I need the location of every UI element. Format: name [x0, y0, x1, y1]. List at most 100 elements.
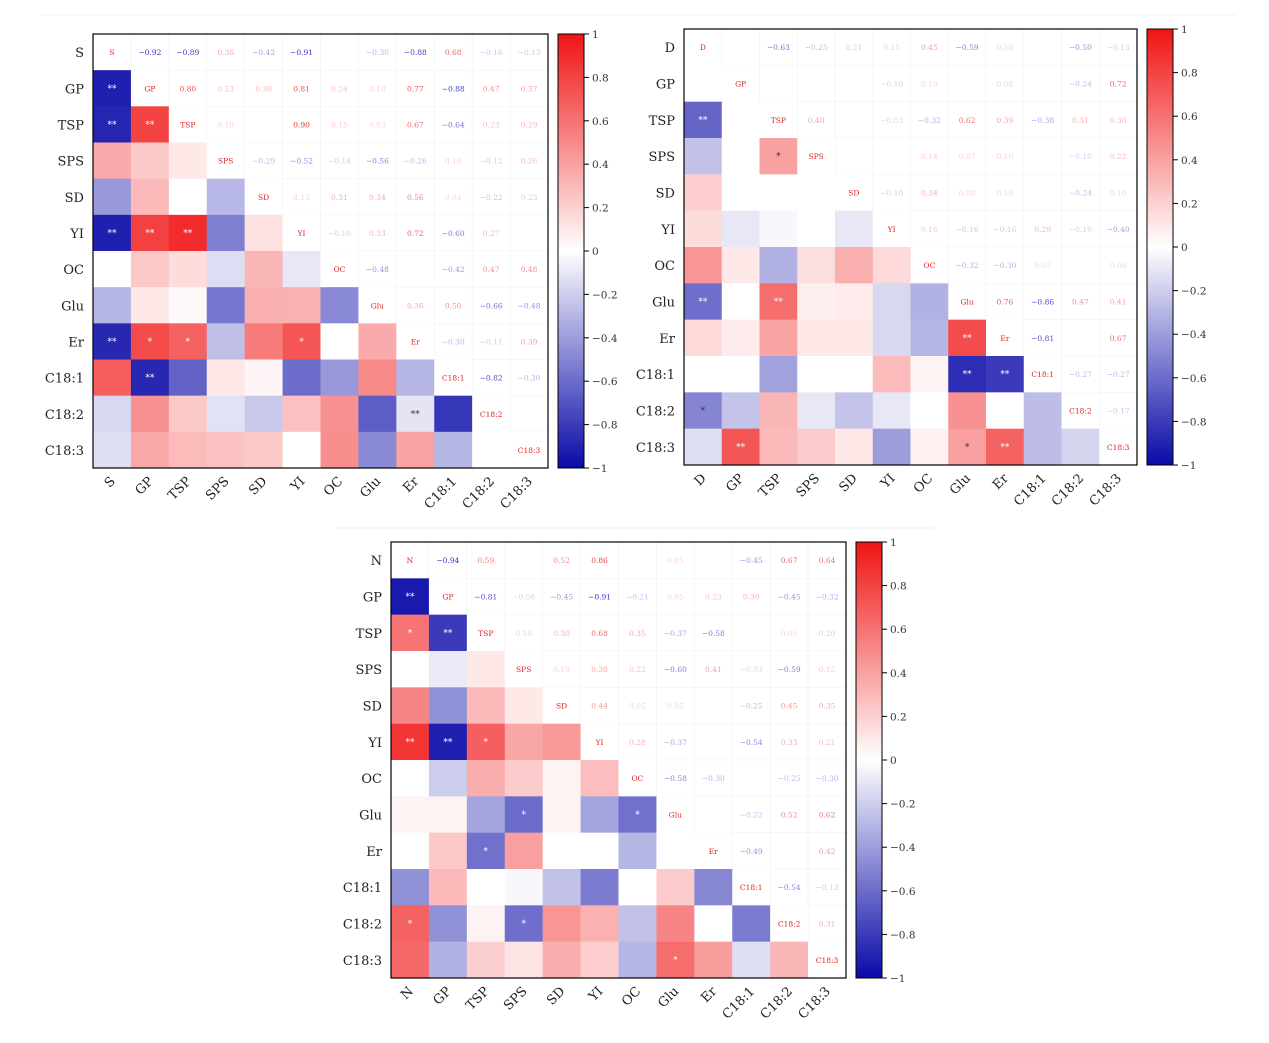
coefficient-label: −0.10: [328, 229, 351, 238]
heatmap-cell-Glu-GP: [130, 287, 170, 324]
coefficient-label: −0.11: [480, 337, 503, 346]
upper-cell: [694, 759, 733, 797]
row-label-GP: GP: [656, 78, 675, 93]
col-label-N: N: [398, 984, 417, 1003]
row-label-SPS: SPS: [355, 663, 382, 678]
upper-cell: [1023, 246, 1062, 284]
upper-cell: [807, 650, 847, 688]
significance-mark: **: [107, 229, 117, 239]
coefficient-label: −0.63: [767, 43, 790, 52]
upper-cell: [872, 28, 911, 66]
heatmap-cell-Er-YI: [872, 319, 911, 357]
coefficient-label: −0.30: [442, 337, 465, 346]
upper-cell: [471, 142, 511, 179]
heatmap-cell-Er-N: [391, 832, 430, 870]
significance-mark: **: [1000, 370, 1010, 380]
diagonal-cell: [428, 578, 467, 615]
heatmap-cell-C18:1-Glu: [656, 869, 695, 906]
coefficient-label: 0.15: [883, 43, 900, 52]
upper-cell: [471, 323, 511, 360]
upper-cell: [1061, 28, 1100, 66]
upper-cell: [694, 687, 733, 724]
heatmap-cell-C18:2-TSP: [466, 905, 506, 942]
upper-cell: [731, 796, 771, 833]
upper-cell: [769, 796, 809, 833]
colorbar: [1146, 28, 1174, 466]
upper-cell: [244, 106, 283, 143]
heatmap-frame: [390, 541, 847, 979]
heatmap-cell-YI-TSP: [466, 723, 506, 761]
upper-cell: [1098, 210, 1138, 248]
row-label-Er: Er: [68, 335, 84, 350]
coefficient-label: −0.59: [778, 665, 801, 674]
coefficient-label: −0.10: [1069, 152, 1092, 161]
coefficient-label: −0.58: [664, 774, 687, 783]
heatmap-cell-Er-S: [93, 323, 132, 360]
diagonal-label: D: [700, 43, 706, 52]
upper-cell: [428, 541, 468, 579]
heatmap-cell-Glu-N: [391, 796, 430, 833]
heatmap-cell-SPS-GP: [428, 651, 468, 688]
diagonal-cell: [835, 174, 873, 211]
heatmap-cell-YI-GP: [721, 210, 760, 248]
heatmap-cell-Er-D: [684, 319, 723, 357]
col-label-Er: Er: [400, 474, 422, 496]
upper-cell: [731, 832, 771, 870]
coefficient-label: −0.22: [740, 811, 763, 820]
heatmap-cell-C18:2-Er: [396, 395, 435, 433]
heatmap-cell-C18:2-TSP: [759, 392, 798, 429]
heatmap-cell-OC-YI: [872, 247, 911, 284]
upper-cell: [433, 323, 473, 360]
coefficient-label: 0.23: [217, 84, 234, 93]
heatmap-cell-C18:2-SPS: [504, 905, 543, 942]
upper-cell: [807, 796, 847, 833]
row-label-C18:3: C18:3: [343, 954, 382, 969]
upper-cell: [1023, 319, 1062, 357]
coefficient-label: 0.67: [781, 556, 798, 565]
col-label-SPS: SPS: [203, 474, 232, 503]
heatmap-cell-SPS-S: [93, 142, 132, 179]
upper-cell: [731, 650, 771, 688]
row-label-C18:1: C18:1: [45, 372, 84, 387]
heatmap-cell-OC-YI: [282, 251, 321, 288]
heatmap-cell-C18:3-SD: [244, 431, 283, 469]
coefficient-label: −0.91: [290, 48, 313, 57]
colorbar-tick-label: 0.8: [592, 72, 609, 84]
colorbar-tick-label: 0: [1181, 242, 1188, 254]
heatmap-cell-OC-SPS: [206, 251, 245, 288]
coefficient-label: 0.10: [997, 189, 1014, 198]
heatmap-cell-YI-SD: [244, 214, 283, 252]
significance-mark: **: [963, 334, 973, 344]
diagonal-cell: [618, 760, 657, 797]
heatmap-cell-C18:3-C18:2: [1061, 428, 1100, 466]
diagonal-label: Er: [1000, 334, 1009, 343]
coefficient-label: −0.48: [366, 265, 389, 274]
upper-cell: [358, 178, 397, 216]
significance-mark: *: [521, 920, 526, 930]
colorbar: [557, 33, 585, 469]
coefficient-label: 0.10: [515, 629, 532, 638]
heatmap-cell-Glu-TSP: [466, 796, 506, 833]
upper-cell: [872, 137, 911, 175]
upper-cell: [769, 578, 809, 615]
heatmap-cell-SD-TSP: [759, 174, 798, 211]
upper-cell: [796, 28, 836, 66]
row-label-TSP: TSP: [649, 114, 676, 129]
upper-cell: [807, 541, 847, 579]
upper-cell: [656, 723, 695, 761]
diagonal-label: SPS: [808, 152, 823, 161]
heatmap-cell-SD-S: [93, 178, 132, 216]
upper-cell: [872, 174, 911, 211]
coefficient-label: 0.14: [921, 152, 938, 161]
significance-mark: **: [145, 120, 155, 130]
coefficient-label: −0.03: [740, 665, 763, 674]
heatmap-cell-OC-TSP: [168, 251, 208, 288]
coefficient-label: 0.29: [1034, 225, 1051, 234]
heatmap-cell-C18:3-YI: [872, 428, 911, 466]
diagonal-label: C18:2: [480, 410, 503, 419]
upper-cell: [807, 614, 847, 652]
heatmap-cell-C18:2-GP: [428, 905, 468, 942]
coefficient-label: 0.37: [521, 84, 538, 93]
upper-cell: [206, 69, 245, 107]
heatmap-cell-C18:1-SD: [835, 356, 874, 393]
